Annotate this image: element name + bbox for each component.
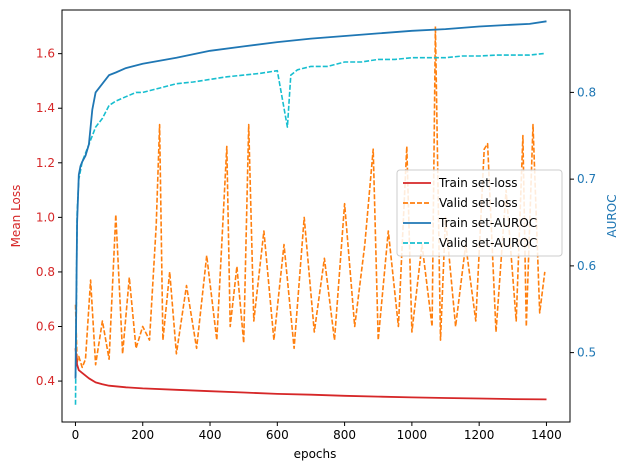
series-line-train-set-auroc: [74, 20, 547, 379]
x-tick-label: 600: [266, 428, 289, 442]
x-tick-label: 1400: [531, 428, 562, 442]
x-tick-label: 200: [131, 428, 154, 442]
right-y-tick-label: 0.7: [577, 172, 596, 186]
left-y-tick-label: 1.4: [36, 101, 55, 115]
plot-frame: [61, 9, 571, 423]
left-y-tick-label: 1.2: [36, 156, 55, 170]
series-line-valid-set-auroc: [74, 52, 545, 405]
left-y-tick-label: 1.6: [36, 47, 55, 61]
x-tick-label: 800: [333, 428, 356, 442]
legend-label: Train set-loss: [438, 176, 517, 190]
left-y-tick-label: 0.8: [36, 265, 55, 279]
right-y-tick-label: 0.5: [577, 346, 596, 360]
series-line-train-set-loss: [74, 348, 547, 401]
x-tick-label: 1200: [464, 428, 495, 442]
series-line-valid-set-loss: [74, 25, 546, 369]
x-axis-label: epochs: [294, 447, 337, 461]
right-y-tick-label: 0.8: [577, 85, 596, 99]
right-y-tick-label: 0.6: [577, 259, 596, 273]
legend-label: Valid set-AUROC: [439, 236, 537, 250]
left-axis-label: Mean Loss: [9, 185, 23, 248]
left-y-tick-label: 0.6: [36, 320, 55, 334]
x-tick-label: 1000: [397, 428, 428, 442]
legend-label: Valid set-loss: [439, 196, 518, 210]
x-tick-label: 0: [72, 428, 80, 442]
x-tick-label: 400: [199, 428, 222, 442]
left-y-tick-label: 1.0: [36, 210, 55, 224]
left-y-tick-label: 0.4: [36, 374, 55, 388]
legend-box: [396, 169, 563, 257]
legend-label: Train set-AUROC: [438, 216, 537, 230]
right-axis-label: AUROC: [605, 194, 619, 237]
